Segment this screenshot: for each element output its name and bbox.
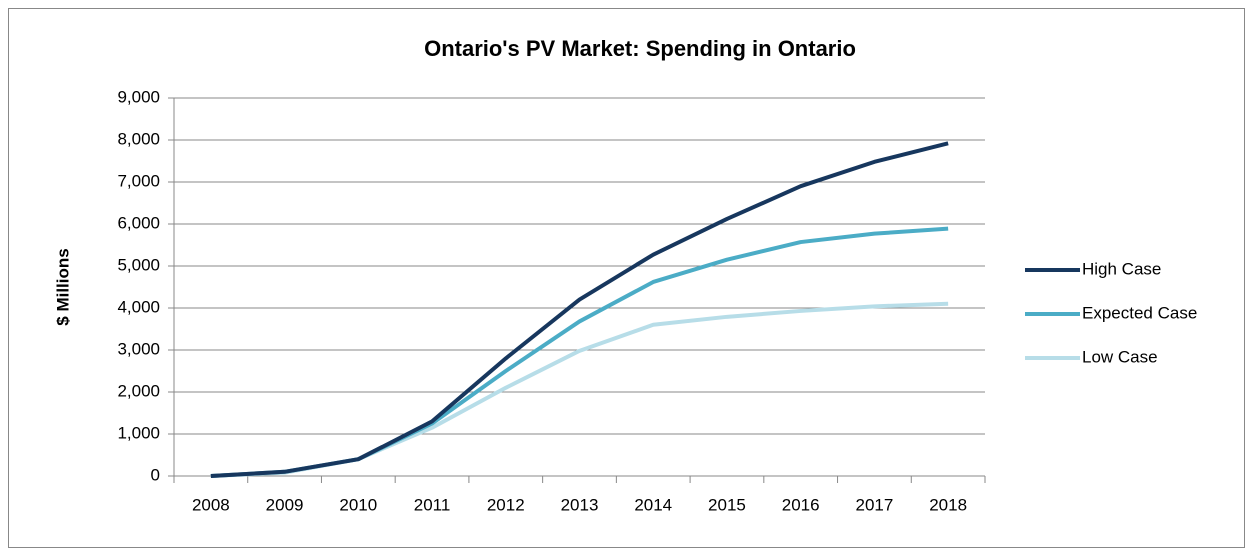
- legend-label: Low Case: [1082, 347, 1158, 366]
- y-tick-label: 9,000: [117, 87, 160, 106]
- x-tick-label: 2011: [414, 495, 451, 514]
- y-tick-label: 0: [151, 465, 160, 484]
- y-tick-label: 4,000: [117, 297, 160, 316]
- y-tick-label: 7,000: [117, 171, 160, 190]
- x-tick-label: 2008: [192, 495, 230, 514]
- x-tick-label: 2015: [708, 495, 746, 514]
- series-line: [210, 141, 949, 478]
- y-tick-label: 2,000: [117, 381, 160, 400]
- legend-label: Expected Case: [1082, 303, 1197, 322]
- y-tick-label: 8,000: [117, 129, 160, 148]
- y-tick-label: 3,000: [117, 339, 160, 358]
- chart-title: Ontario's PV Market: Spending in Ontario: [424, 36, 856, 61]
- legend-label: High Case: [1082, 259, 1161, 278]
- x-tick-label: 2017: [855, 495, 893, 514]
- y-tick-label: 1,000: [117, 423, 160, 442]
- y-tick-label: 5,000: [117, 255, 160, 274]
- x-tick-label: 2014: [634, 495, 672, 514]
- x-tick-label: 2018: [929, 495, 967, 514]
- chart-border: [8, 8, 1245, 548]
- y-axis-title: $ Millions: [53, 248, 72, 325]
- x-tick-label: 2009: [266, 495, 304, 514]
- x-tick-label: 2016: [782, 495, 820, 514]
- y-tick-label: 6,000: [117, 213, 160, 232]
- x-tick-label: 2010: [339, 495, 377, 514]
- x-tick-label: 2012: [487, 495, 525, 514]
- x-tick-label: 2013: [561, 495, 599, 514]
